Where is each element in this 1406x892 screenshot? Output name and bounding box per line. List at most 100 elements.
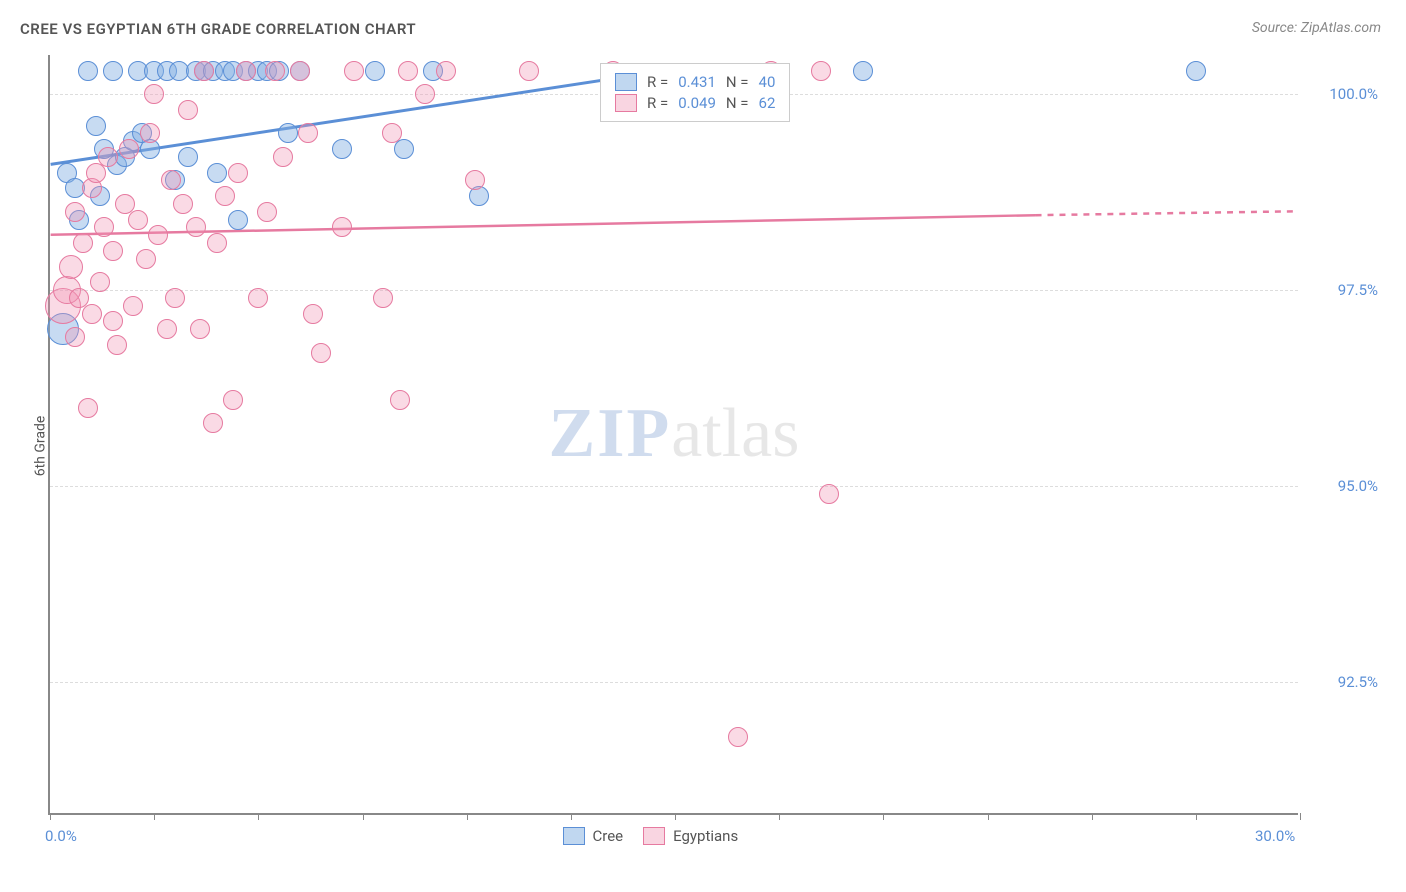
data-point	[332, 139, 352, 159]
chart-title: CREE VS EGYPTIAN 6TH GRADE CORRELATION C…	[20, 20, 416, 38]
data-point	[278, 123, 298, 143]
data-point	[303, 304, 323, 324]
x-tick-label: 30.0%	[1255, 827, 1295, 845]
data-point	[73, 233, 93, 253]
correlation-legend: R = 0.431 N = 40 R = 0.049 N = 62	[600, 63, 790, 122]
data-point	[65, 327, 85, 347]
data-point	[311, 343, 331, 363]
data-point	[207, 163, 227, 183]
data-point	[98, 147, 118, 167]
series-legend: Cree Egyptians	[563, 827, 739, 845]
data-point	[257, 202, 277, 222]
data-point	[103, 311, 123, 331]
data-point	[811, 61, 831, 81]
data-point	[223, 390, 243, 410]
data-point	[1186, 61, 1206, 81]
data-point	[148, 225, 168, 245]
n-label: N =	[726, 94, 749, 112]
y-tick-label: 97.5%	[1308, 281, 1378, 299]
data-point	[140, 123, 160, 143]
data-point	[161, 170, 181, 190]
data-point	[86, 116, 106, 136]
data-point	[415, 84, 435, 104]
y-tick-label: 100.0%	[1308, 85, 1378, 103]
data-point	[107, 335, 127, 355]
r-label: R =	[647, 73, 668, 91]
x-tick-mark	[363, 813, 364, 820]
x-tick-mark	[779, 813, 780, 820]
data-point	[178, 147, 198, 167]
data-point	[436, 61, 456, 81]
data-point	[236, 61, 256, 81]
data-point	[103, 61, 123, 81]
data-point	[165, 288, 185, 308]
legend-swatch	[643, 827, 665, 845]
data-point	[178, 100, 198, 120]
data-point	[59, 255, 83, 279]
x-tick-mark	[1300, 813, 1301, 820]
data-point	[90, 272, 110, 292]
data-point	[173, 194, 193, 214]
legend-item: Egyptians	[643, 827, 738, 845]
x-tick-mark	[571, 813, 572, 820]
data-point	[123, 296, 143, 316]
legend-swatch	[615, 73, 637, 91]
data-point	[157, 319, 177, 339]
data-point	[128, 210, 148, 230]
data-point	[194, 61, 214, 81]
data-point	[103, 241, 123, 261]
legend-row: R = 0.049 N = 62	[615, 94, 775, 112]
x-tick-mark	[1092, 813, 1093, 820]
data-point	[136, 249, 156, 269]
r-value: 0.049	[678, 94, 716, 112]
data-point	[519, 61, 539, 81]
trend-line-dashed	[1036, 211, 1298, 215]
data-point	[207, 233, 227, 253]
data-point	[65, 202, 85, 222]
legend-label: Cree	[593, 827, 624, 845]
x-tick-mark	[50, 813, 51, 820]
y-axis-label: 6th Grade	[32, 416, 48, 477]
y-tick-label: 95.0%	[1308, 477, 1378, 495]
n-value: 40	[759, 73, 776, 91]
data-point	[465, 170, 485, 190]
gridline	[50, 290, 1298, 291]
data-point	[332, 217, 352, 237]
data-point	[119, 139, 139, 159]
source-label: Source: ZipAtlas.com	[1252, 20, 1381, 36]
data-point	[190, 319, 210, 339]
legend-item: Cree	[563, 827, 624, 845]
r-label: R =	[647, 94, 668, 112]
data-point	[394, 139, 414, 159]
legend-swatch	[615, 94, 637, 112]
watermark-zip: ZIP	[549, 395, 672, 472]
legend-row: R = 0.431 N = 40	[615, 73, 775, 91]
data-point	[373, 288, 393, 308]
data-point	[228, 163, 248, 183]
r-value: 0.431	[678, 73, 716, 91]
x-tick-mark	[1196, 813, 1197, 820]
n-label: N =	[726, 73, 749, 91]
legend-label: Egyptians	[673, 827, 738, 845]
gridline	[50, 682, 1298, 683]
data-point	[186, 217, 206, 237]
data-point	[853, 61, 873, 81]
data-point	[78, 61, 98, 81]
n-value: 62	[759, 94, 776, 112]
x-tick-mark	[988, 813, 989, 820]
data-point	[82, 304, 102, 324]
data-point	[215, 186, 235, 206]
data-point	[94, 217, 114, 237]
data-point	[203, 413, 223, 433]
data-point	[248, 288, 268, 308]
data-point	[390, 390, 410, 410]
data-point	[290, 61, 310, 81]
x-tick-label: 0.0%	[45, 827, 77, 845]
watermark-atlas: atlas	[671, 395, 799, 472]
x-tick-mark	[467, 813, 468, 820]
data-point	[298, 123, 318, 143]
x-tick-mark	[675, 813, 676, 820]
data-point	[344, 61, 364, 81]
data-point	[273, 147, 293, 167]
data-point	[819, 484, 839, 504]
